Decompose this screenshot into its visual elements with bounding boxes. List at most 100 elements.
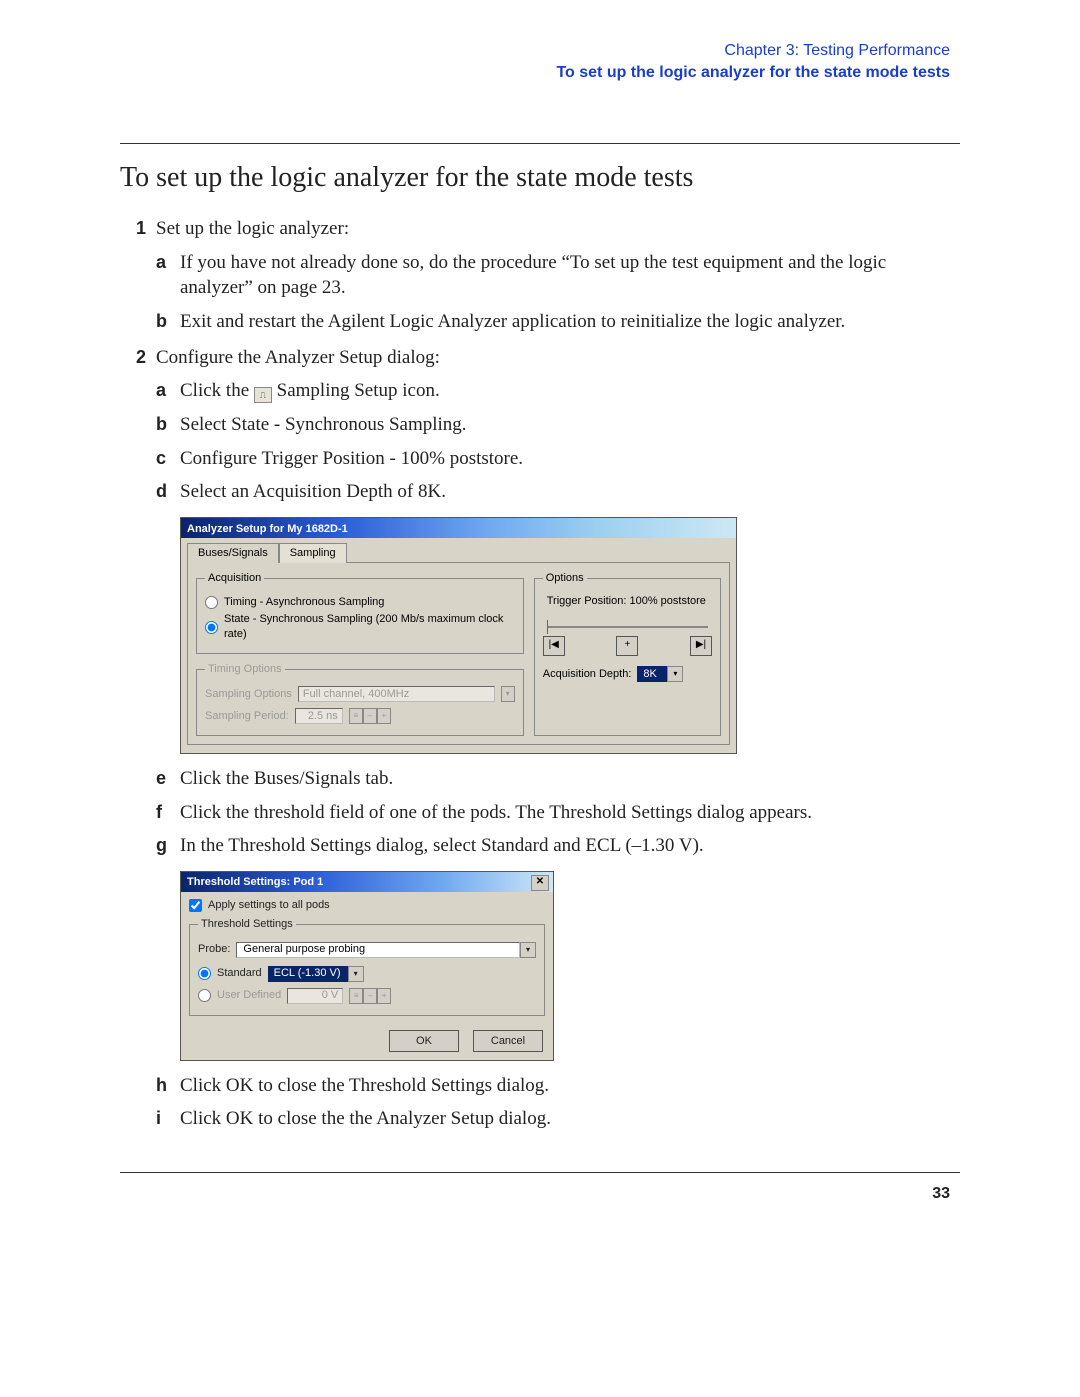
slider-center-button[interactable]: +: [616, 636, 638, 656]
dropdown-arrow-icon[interactable]: ▾: [667, 666, 683, 682]
slider-end-button[interactable]: ▶|: [690, 636, 712, 656]
substep-letter: e: [156, 766, 180, 792]
acquisition-depth-select[interactable]: 8K ▾: [637, 666, 683, 682]
right-column: Options Trigger Position: 100% poststore…: [534, 571, 721, 736]
user-defined-label: User Defined: [217, 988, 281, 1003]
spin-config-icon: ≡: [349, 988, 363, 1004]
substep-text: Exit and restart the Agilent Logic Analy…: [180, 309, 960, 335]
radio-standard[interactable]: [198, 967, 211, 980]
substep-text: Click OK to close the Threshold Settings…: [180, 1073, 960, 1099]
substep-1b: b Exit and restart the Agilent Logic Ana…: [156, 309, 960, 335]
options-legend: Options: [543, 571, 587, 586]
trigger-position-slider[interactable]: [547, 626, 708, 628]
ok-button[interactable]: OK: [389, 1030, 459, 1052]
step-number: 2: [120, 345, 156, 371]
section-label: To set up the logic analyzer for the sta…: [120, 62, 950, 84]
threshold-settings-legend: Threshold Settings: [198, 917, 296, 932]
substep-letter: b: [156, 412, 180, 438]
substep-text: Click the ⎍ Sampling Setup icon.: [180, 378, 960, 404]
user-defined-row[interactable]: User Defined 0 V ≡ – +: [198, 988, 536, 1004]
step-2: 2 Configure the Analyzer Setup dialog:: [120, 345, 960, 371]
apply-all-checkbox[interactable]: [189, 899, 202, 912]
analyzer-setup-dialog: Analyzer Setup for My 1682D-1 Buses/Sign…: [180, 517, 737, 754]
timing-options-legend: Timing Options: [205, 662, 285, 677]
substep-text-post: Sampling Setup icon.: [277, 380, 440, 401]
dropdown-arrow-icon[interactable]: ▾: [348, 966, 364, 982]
step-1: 1 Set up the logic analyzer:: [120, 216, 960, 242]
substep-letter: h: [156, 1073, 180, 1099]
apply-all-row[interactable]: Apply settings to all pods: [189, 898, 545, 913]
sampling-options-label: Sampling Options: [205, 687, 292, 702]
analyzer-setup-screenshot: Analyzer Setup for My 1682D-1 Buses/Sign…: [180, 517, 960, 754]
substep-2c: c Configure Trigger Position - 100% post…: [156, 446, 960, 472]
standard-label: Standard: [217, 966, 262, 981]
dialog-titlebar[interactable]: Threshold Settings: Pod 1 ✕: [181, 872, 553, 892]
dialog-title: Analyzer Setup for My 1682D-1: [187, 522, 348, 537]
radio-timing-label: Timing - Asynchronous Sampling: [224, 595, 384, 610]
page-title: To set up the logic analyzer for the sta…: [120, 162, 960, 194]
substep-2g: g In the Threshold Settings dialog, sele…: [156, 833, 960, 859]
substep-2h: h Click OK to close the Threshold Settin…: [156, 1073, 960, 1099]
substep-letter: a: [156, 378, 180, 404]
step-number: 1: [120, 216, 156, 242]
threshold-settings-dialog: Threshold Settings: Pod 1 ✕ Apply settin…: [180, 871, 554, 1061]
step-text: Set up the logic analyzer:: [156, 216, 960, 242]
step-text: Configure the Analyzer Setup dialog:: [156, 345, 960, 371]
substep-1a: a If you have not already done so, do th…: [156, 250, 960, 301]
probe-row: Probe: General purpose probing ▾: [198, 942, 536, 958]
standard-select[interactable]: ECL (-1.30 V) ▾: [268, 966, 364, 982]
timing-options-group: Timing Options Sampling Options Full cha…: [196, 662, 524, 736]
spin-config-icon: ≡: [349, 708, 363, 724]
dropdown-arrow-icon: ▾: [501, 686, 515, 702]
sampling-period-row: Sampling Period: 2.5 ns ≡ – +: [205, 708, 515, 724]
dropdown-arrow-icon[interactable]: ▾: [520, 942, 536, 958]
spinner-buttons: ≡ – +: [349, 988, 391, 1004]
substep-2b: b Select State - Synchronous Sampling.: [156, 412, 960, 438]
radio-timing[interactable]: [205, 596, 218, 609]
substep-letter: g: [156, 833, 180, 859]
left-column: Acquisition Timing - Asynchronous Sampli…: [196, 571, 524, 736]
substep-text: Configure Trigger Position - 100% postst…: [180, 446, 960, 472]
sampling-period-label: Sampling Period:: [205, 709, 289, 724]
cancel-button[interactable]: Cancel: [473, 1030, 543, 1052]
radio-state[interactable]: [205, 621, 218, 634]
radio-state-row[interactable]: State - Synchronous Sampling (200 Mb/s m…: [205, 612, 515, 642]
slider-start-button[interactable]: |◀: [543, 636, 565, 656]
substep-letter: a: [156, 250, 180, 301]
sampling-period-value: 2.5 ns: [295, 708, 343, 724]
close-icon[interactable]: ✕: [531, 875, 549, 891]
substep-letter: c: [156, 446, 180, 472]
options-group: Options Trigger Position: 100% poststore…: [534, 571, 721, 736]
page-header: Chapter 3: Testing Performance To set up…: [120, 40, 950, 83]
tab-buses-signals[interactable]: Buses/Signals: [187, 543, 279, 563]
dialog-title: Threshold Settings: Pod 1: [187, 875, 323, 892]
sampling-options-value: Full channel, 400MHz: [298, 686, 495, 702]
document-page: Chapter 3: Testing Performance To set up…: [0, 0, 1080, 1397]
body-content: 1 Set up the logic analyzer: a If you ha…: [120, 216, 960, 1132]
substep-2d: d Select an Acquisition Depth of 8K.: [156, 479, 960, 505]
dialog-titlebar[interactable]: Analyzer Setup for My 1682D-1: [181, 518, 736, 538]
dialog-tabs: Buses/Signals Sampling: [181, 538, 736, 562]
probe-label: Probe:: [198, 942, 230, 957]
tab-sampling[interactable]: Sampling: [279, 543, 347, 563]
acquisition-legend: Acquisition: [205, 571, 264, 586]
slider-button-row: |◀ + ▶|: [543, 636, 712, 656]
substep-text: Select State - Synchronous Sampling.: [180, 412, 960, 438]
trigger-position-label: Trigger Position: 100% poststore: [547, 594, 712, 609]
dialog-button-row: OK Cancel: [181, 1024, 553, 1060]
substep-2i: i Click OK to close the the Analyzer Set…: [156, 1106, 960, 1132]
substep-2e: e Click the Buses/Signals tab.: [156, 766, 960, 792]
probe-select[interactable]: General purpose probing ▾: [236, 942, 536, 958]
standard-row[interactable]: Standard ECL (-1.30 V) ▾: [198, 966, 536, 982]
radio-timing-row[interactable]: Timing - Asynchronous Sampling: [205, 595, 515, 610]
bottom-rule: [120, 1172, 960, 1173]
apply-all-label: Apply settings to all pods: [208, 898, 330, 913]
acquisition-depth-row: Acquisition Depth: 8K ▾: [543, 666, 712, 682]
substep-letter: f: [156, 800, 180, 826]
radio-user-defined[interactable]: [198, 989, 211, 1002]
top-rule: [120, 143, 960, 144]
standard-value: ECL (-1.30 V): [268, 966, 348, 982]
user-defined-value: 0 V: [287, 988, 343, 1004]
substep-text: If you have not already done so, do the …: [180, 250, 960, 301]
substep-text: Click the Buses/Signals tab.: [180, 766, 960, 792]
